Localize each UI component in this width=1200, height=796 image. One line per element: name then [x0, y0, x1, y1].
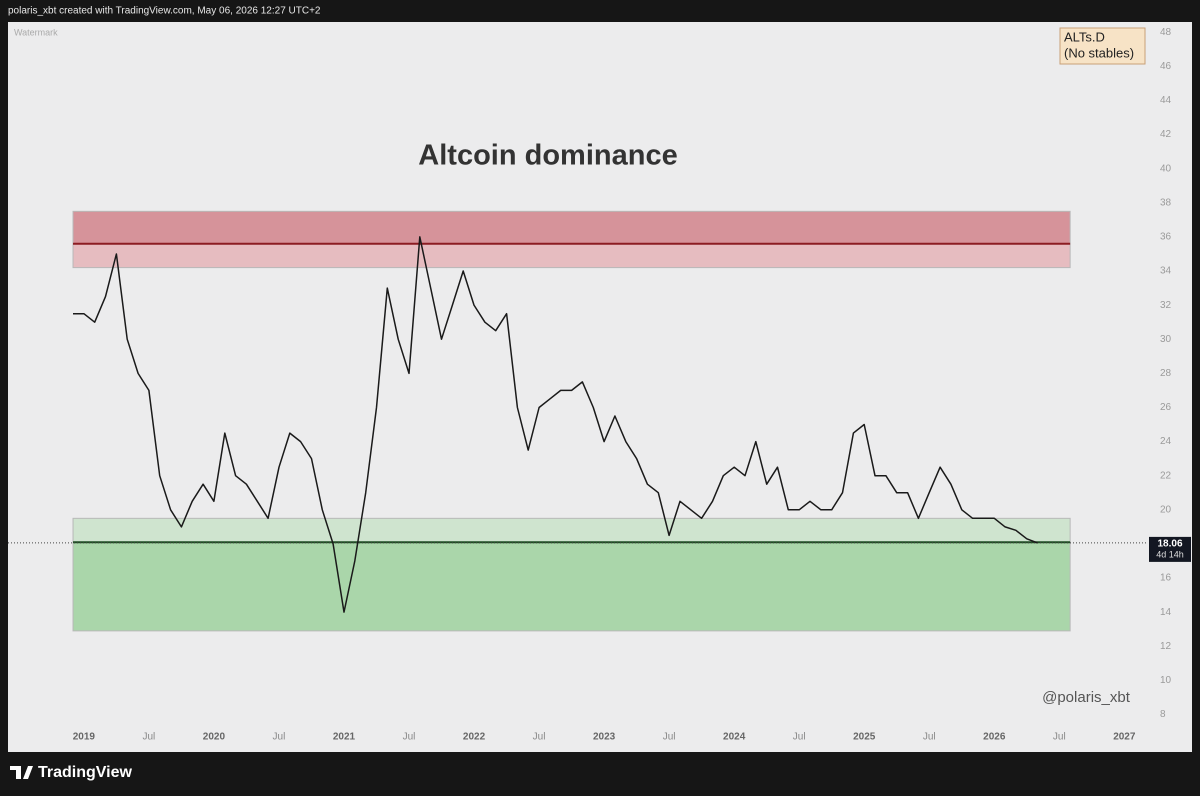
- x-tick-label: 2019: [73, 732, 96, 743]
- y-tick-label: 10: [1160, 675, 1172, 686]
- x-tick-label: Jul: [663, 732, 676, 743]
- x-tick-label: Jul: [403, 732, 416, 743]
- y-tick-label: 46: [1160, 61, 1172, 72]
- x-tick-label: Jul: [923, 732, 936, 743]
- plot: 8101214161820222426283032343638404244464…: [8, 27, 1191, 743]
- x-tick-label: 2025: [853, 732, 876, 743]
- y-tick-label: 12: [1160, 641, 1172, 652]
- y-tick-label: 32: [1160, 300, 1172, 311]
- y-tick-label: 16: [1160, 573, 1172, 584]
- price-label: 18.06: [1157, 539, 1182, 550]
- y-tick-label: 34: [1160, 266, 1172, 277]
- x-tick-label: 2022: [463, 732, 486, 743]
- price-label-box: [1149, 536, 1191, 562]
- zone-border: [72, 517, 1071, 632]
- x-tick-label: Jul: [273, 732, 286, 743]
- x-tick-label: Jul: [1053, 732, 1066, 743]
- symbol-box: [1059, 27, 1146, 65]
- y-tick-label: 26: [1160, 402, 1172, 413]
- y-tick-label: 14: [1160, 607, 1172, 618]
- y-tick-label: 36: [1160, 232, 1172, 243]
- y-tick-label: 38: [1160, 197, 1172, 208]
- brand: TradingView: [38, 764, 133, 781]
- chart-title: Altcoin dominance: [418, 140, 677, 172]
- y-tick-label: 22: [1160, 470, 1172, 481]
- y-tick-label: 44: [1160, 95, 1172, 106]
- x-tick-label: Jul: [793, 732, 806, 743]
- zone-upper: [73, 518, 1071, 543]
- watermark: Watermark: [14, 27, 58, 37]
- y-tick-label: 8: [1160, 709, 1166, 720]
- header: polaris_xbt created with TradingView.com…: [8, 6, 321, 17]
- x-tick-label: 2026: [983, 732, 1006, 743]
- y-tick-label: 42: [1160, 129, 1172, 140]
- brand-logo: [10, 766, 33, 779]
- x-tick-label: 2020: [203, 732, 226, 743]
- x-tick-label: 2021: [333, 732, 356, 743]
- y-tick-label: 30: [1160, 334, 1172, 345]
- chart-area: [8, 22, 1192, 752]
- y-tick-label: 20: [1160, 504, 1172, 515]
- x-tick-label: 2023: [593, 732, 616, 743]
- author: @polaris_xbt: [1042, 689, 1131, 706]
- zone-lower: [73, 243, 1071, 268]
- price-line: [73, 236, 1038, 613]
- zone-border: [72, 210, 1071, 269]
- y-tick-label: 24: [1160, 436, 1172, 447]
- symbol: ALTs.D: [1064, 29, 1105, 44]
- x-tick-label: Jul: [533, 732, 546, 743]
- zone-lower: [73, 542, 1071, 631]
- y-tick-label: 28: [1160, 368, 1172, 379]
- symbol-note: (No stables): [1064, 45, 1134, 60]
- y-tick-label: 40: [1160, 163, 1172, 174]
- zone-upper: [73, 211, 1071, 244]
- x-tick-label: 2027: [1113, 732, 1136, 743]
- x-tick-label: 2024: [723, 732, 746, 743]
- logo-icon: [10, 766, 33, 779]
- countdown-label: 4d 14h: [1156, 549, 1184, 559]
- x-tick-label: Jul: [142, 732, 155, 743]
- y-tick-label: 48: [1160, 27, 1172, 38]
